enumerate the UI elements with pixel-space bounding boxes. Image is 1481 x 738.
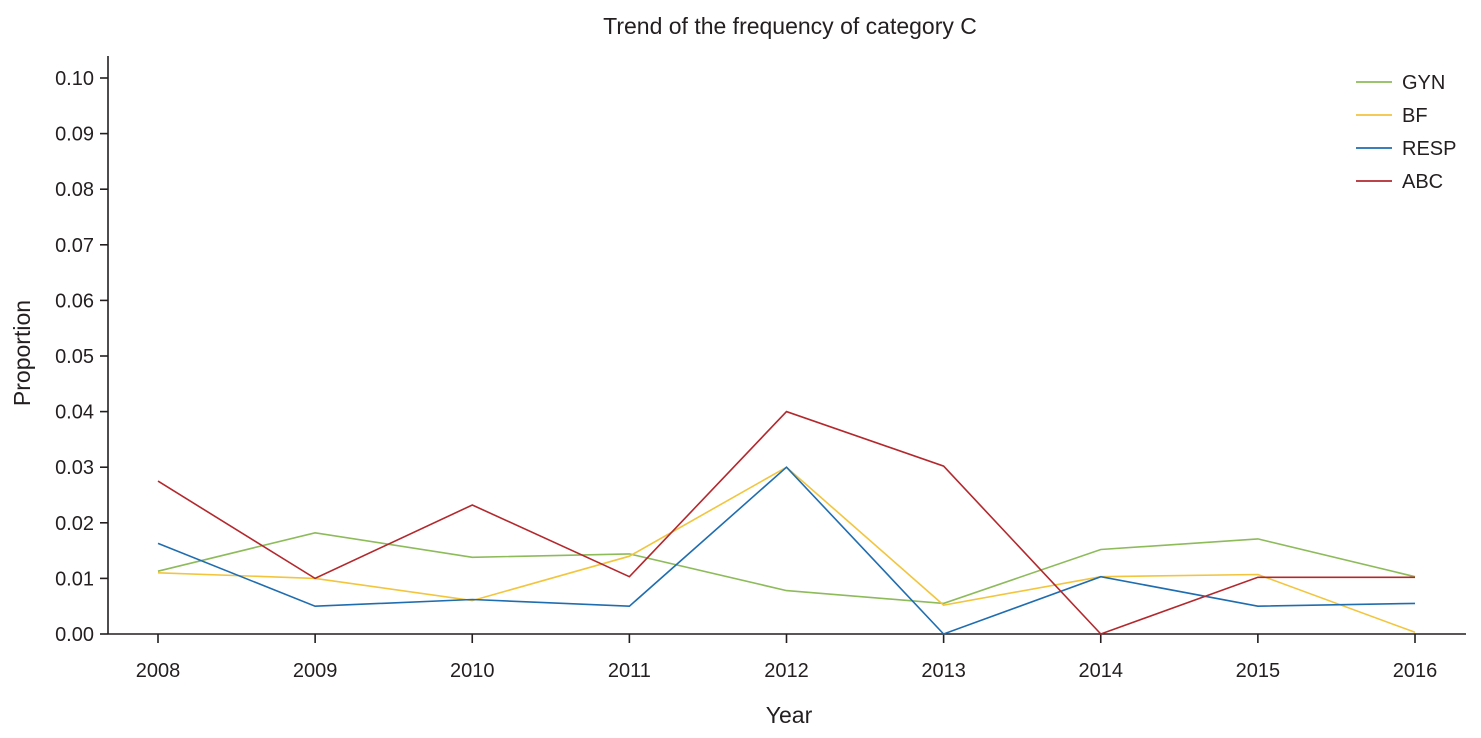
x-tick-label: 2014 (1079, 660, 1124, 682)
legend-label-gyn: GYN (1402, 72, 1445, 94)
y-tick-label: 0.04 (55, 402, 94, 424)
y-tick-label: 0.08 (55, 179, 94, 201)
series-lines (157, 410, 1416, 635)
axes: 0.00 0.01 0.02 0.03 0.04 0.05 0.06 0.07 0.08 0.09… (55, 56, 1466, 682)
x-tick-label: 2010 (450, 660, 495, 682)
y-tick-label: 0.02 (55, 513, 94, 535)
y-tick-label: 0.09 (55, 124, 94, 146)
legend: GYN BF RESP ABC (1356, 72, 1456, 193)
x-tick-label: 2016 (1393, 660, 1438, 682)
legend-label-bf: BF (1402, 105, 1428, 127)
y-tick-label: 0.03 (55, 457, 94, 479)
series-line-abc (157, 410, 1415, 635)
legend-label-abc: ABC (1402, 171, 1443, 193)
y-tick-label: 0.10 (55, 68, 94, 90)
y-axis-title: Proportion (9, 300, 35, 406)
series-line-gyn (157, 531, 1416, 605)
x-tick-label: 2011 (608, 660, 651, 682)
series-line-resp (157, 466, 1416, 635)
x-axis-title: Year (766, 702, 813, 728)
y-tick-label: 0.07 (55, 235, 94, 257)
y-tick-label: 0.00 (55, 624, 94, 646)
x-tick-label: 2012 (764, 660, 809, 682)
y-tick-label: 0.06 (55, 290, 94, 312)
x-tick-label: 2009 (293, 660, 338, 682)
y-tick-label: 0.05 (55, 346, 94, 368)
x-tick-label: 2008 (136, 660, 181, 682)
y-tick-label: 0.01 (55, 568, 94, 590)
legend-label-resp: RESP (1402, 138, 1456, 160)
series-line-bf (157, 466, 1416, 634)
x-tick-label: 2013 (921, 660, 966, 682)
x-tick-label: 2015 (1236, 660, 1281, 682)
chart-title: Trend of the frequency of category C (603, 13, 977, 39)
